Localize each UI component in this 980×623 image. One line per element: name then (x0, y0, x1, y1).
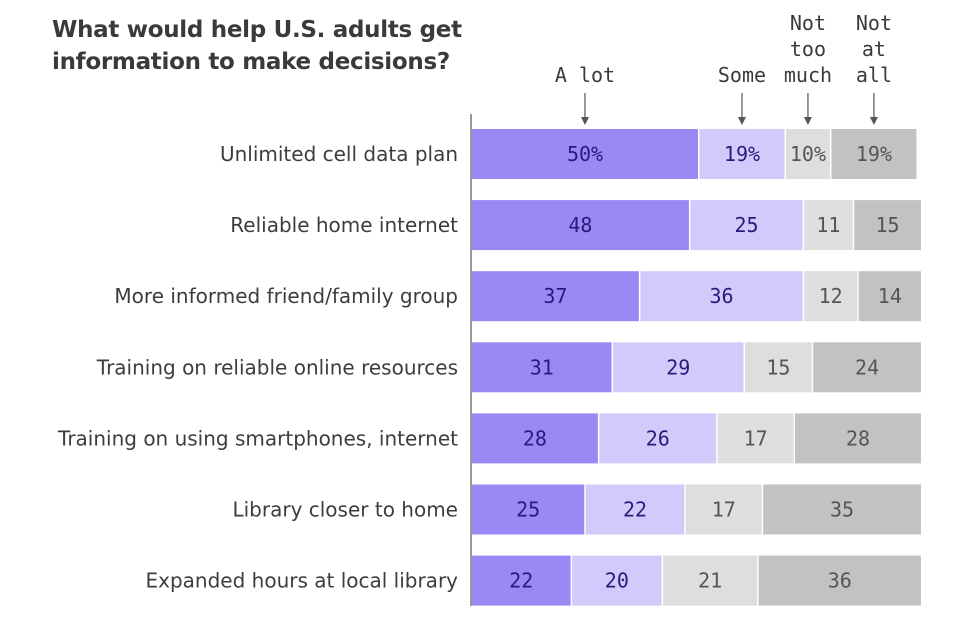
data-label-5-4: 28 (846, 426, 870, 450)
bar-a-lot-3 (472, 271, 639, 322)
bar-not-at-all-1 (831, 129, 917, 179)
data-label-7-3: 21 (698, 569, 722, 593)
legend-label-not-at-all-line-1: Not (856, 11, 892, 35)
category-label-2: Reliable home internet (230, 213, 458, 237)
data-label-1-3: 10% (790, 142, 826, 166)
bar-some-5 (599, 413, 717, 464)
bar-not-at-all-4 (813, 342, 921, 393)
data-label-5-3: 17 (744, 426, 768, 450)
bar-a-lot-6 (472, 484, 585, 535)
bar-a-lot-1 (472, 129, 698, 179)
data-label-4-2: 29 (666, 355, 690, 379)
bar-some-7 (572, 555, 662, 606)
bar-not-at-all-7 (758, 555, 921, 606)
legend-arrowhead-3 (803, 117, 812, 125)
data-label-6-1: 25 (516, 498, 540, 522)
category-label-1: Unlimited cell data plan (220, 142, 458, 166)
category-label-3: More informed friend/family group (114, 284, 458, 308)
bar-some-3 (640, 271, 803, 322)
bar-not-too-much-2 (804, 200, 853, 251)
data-label-6-3: 17 (712, 498, 736, 522)
data-label-4-1: 31 (530, 355, 554, 379)
bar-not-too-much-7 (663, 555, 758, 606)
data-label-1-2: 19% (724, 142, 760, 166)
legend-label-not-too-much-line-3: much (784, 63, 832, 87)
category-label-5: Training on using smartphones, internet (57, 426, 458, 450)
data-label-2-2: 25 (734, 213, 758, 237)
data-label-7-2: 20 (605, 569, 629, 593)
legend-label-some-line-1: Some (718, 63, 766, 87)
bar-a-lot-5 (472, 413, 598, 464)
chart-title-line-2: information to make decisions? (52, 49, 450, 75)
data-label-3-4: 14 (878, 284, 902, 308)
data-label-2-1: 48 (568, 213, 592, 237)
bar-not-too-much-4 (745, 342, 812, 393)
bar-not-too-much-5 (717, 413, 794, 464)
data-label-5-2: 26 (646, 426, 670, 450)
bar-some-1 (699, 129, 785, 179)
chart-title: What would help U.S. adults get informat… (52, 14, 472, 78)
legend-arrowhead-1 (581, 117, 589, 125)
category-label-7: Expanded hours at local library (146, 569, 459, 593)
bar-not-at-all-3 (858, 271, 921, 322)
bar-some-6 (585, 484, 685, 535)
legend-arrowhead-4 (869, 117, 878, 125)
data-label-7-1: 22 (509, 569, 533, 593)
data-label-4-4: 24 (855, 355, 879, 379)
data-label-7-4: 36 (828, 569, 852, 593)
data-label-6-2: 22 (623, 498, 647, 522)
legend-label-not-at-all-line-2: at (862, 37, 886, 61)
data-label-6-4: 35 (830, 498, 854, 522)
bar-a-lot-7 (472, 555, 571, 606)
legend-label-not-too-much-line-1: Not (790, 11, 826, 35)
bar-a-lot-4 (472, 342, 612, 393)
bar-not-too-much-3 (804, 271, 858, 322)
bar-not-at-all-2 (854, 200, 921, 251)
data-label-1-1: 50% (567, 142, 603, 166)
data-label-1-4: 19% (856, 142, 892, 166)
bar-not-at-all-6 (763, 484, 921, 535)
data-label-2-4: 15 (876, 213, 900, 237)
category-label-4: Training on reliable online resources (96, 355, 458, 379)
bar-not-at-all-5 (795, 413, 921, 464)
chart-title-line-1: What would help U.S. adults get (52, 17, 462, 43)
legend-label-not-at-all-line-3: all (856, 63, 892, 87)
bar-some-4 (613, 342, 744, 393)
bar-not-too-much-6 (685, 484, 762, 535)
data-label-3-3: 12 (819, 284, 843, 308)
legend-label-a-lot-line-1: A lot (555, 63, 615, 87)
data-label-4-3: 15 (766, 355, 790, 379)
bar-some-2 (690, 200, 803, 251)
legend-label-not-too-much-line-2: too (790, 37, 826, 61)
data-label-5-1: 28 (523, 426, 547, 450)
data-label-3-2: 36 (709, 284, 733, 308)
legend-arrowhead-2 (737, 117, 746, 125)
data-label-3-1: 37 (543, 284, 567, 308)
bar-not-too-much-1 (785, 129, 830, 179)
data-label-2-3: 11 (816, 213, 840, 237)
category-label-6: Library closer to home (232, 498, 458, 522)
bar-a-lot-2 (472, 200, 689, 251)
